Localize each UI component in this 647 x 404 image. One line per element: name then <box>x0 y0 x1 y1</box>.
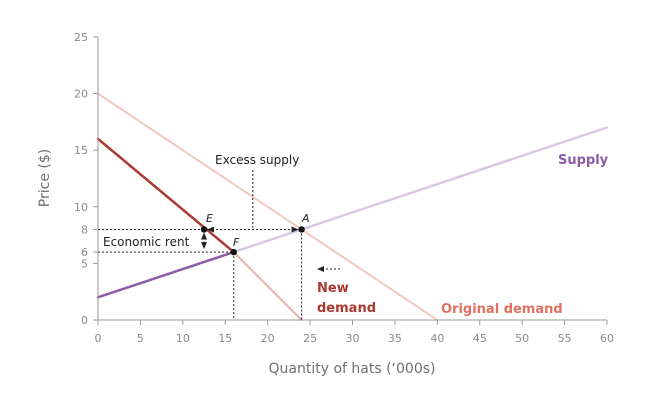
arrowhead-right <box>291 226 299 233</box>
new-demand-label-line1: New <box>317 281 349 296</box>
supply-line <box>96 250 235 299</box>
x-tick-label: 55 <box>558 332 572 345</box>
shift-arrowhead <box>317 266 324 272</box>
original-demand-line <box>97 92 439 321</box>
point-f <box>230 248 237 256</box>
arrowhead-left <box>207 226 215 233</box>
x-tick-label: 50 <box>515 332 529 345</box>
excess-supply-label: Excess supply <box>215 153 299 167</box>
x-tick-label: 15 <box>218 332 232 345</box>
y-tick-label: 15 <box>74 144 88 157</box>
y-tick-label: 0 <box>81 314 88 327</box>
guides <box>98 170 340 320</box>
x-tick-label: 60 <box>600 332 614 345</box>
y-tick-label: 10 <box>74 201 88 214</box>
supply-label: Supply <box>558 153 609 168</box>
point-label-e: E <box>206 212 213 225</box>
new-demand-label-line2: demand <box>317 301 376 316</box>
curves <box>96 92 609 321</box>
x-tick-label: 0 <box>95 332 102 345</box>
point-a <box>298 226 305 233</box>
x-tick-label: 35 <box>388 332 402 345</box>
x-axis-title: Quantity of hats (‘000s) <box>269 361 436 377</box>
annotations: Quantity of hats (‘000s) Price ($) Suppl… <box>37 149 609 377</box>
x-tick-label: 10 <box>176 332 190 345</box>
y-tick-label: 20 <box>74 88 88 101</box>
y-tick-label: 5 <box>81 257 88 270</box>
economic-rent-label: Economic rent <box>103 235 190 249</box>
x-tick-label: 5 <box>137 332 144 345</box>
x-tick-label: 45 <box>473 332 487 345</box>
x-tick-label: 20 <box>261 332 275 345</box>
x-tick-label: 30 <box>346 332 360 345</box>
y-tick-label: 6 <box>81 246 88 259</box>
x-tick-label: 40 <box>430 332 444 345</box>
new-demand-line <box>96 137 235 254</box>
x-tick-label: 25 <box>303 332 317 345</box>
y-axis-title: Price ($) <box>37 149 53 207</box>
original-demand-label: Original demand <box>441 302 563 317</box>
arrowhead-up <box>201 232 208 240</box>
arrowhead-down <box>201 242 208 250</box>
y-tick-label: 8 <box>81 223 88 236</box>
point-label-f: F <box>233 236 240 249</box>
point-label-a: A <box>301 212 310 225</box>
new-demand-line-light <box>232 251 303 321</box>
supply-line-light <box>232 126 609 254</box>
y-tick-label: 25 <box>74 31 88 44</box>
markers <box>200 226 305 256</box>
point-e <box>200 226 208 233</box>
